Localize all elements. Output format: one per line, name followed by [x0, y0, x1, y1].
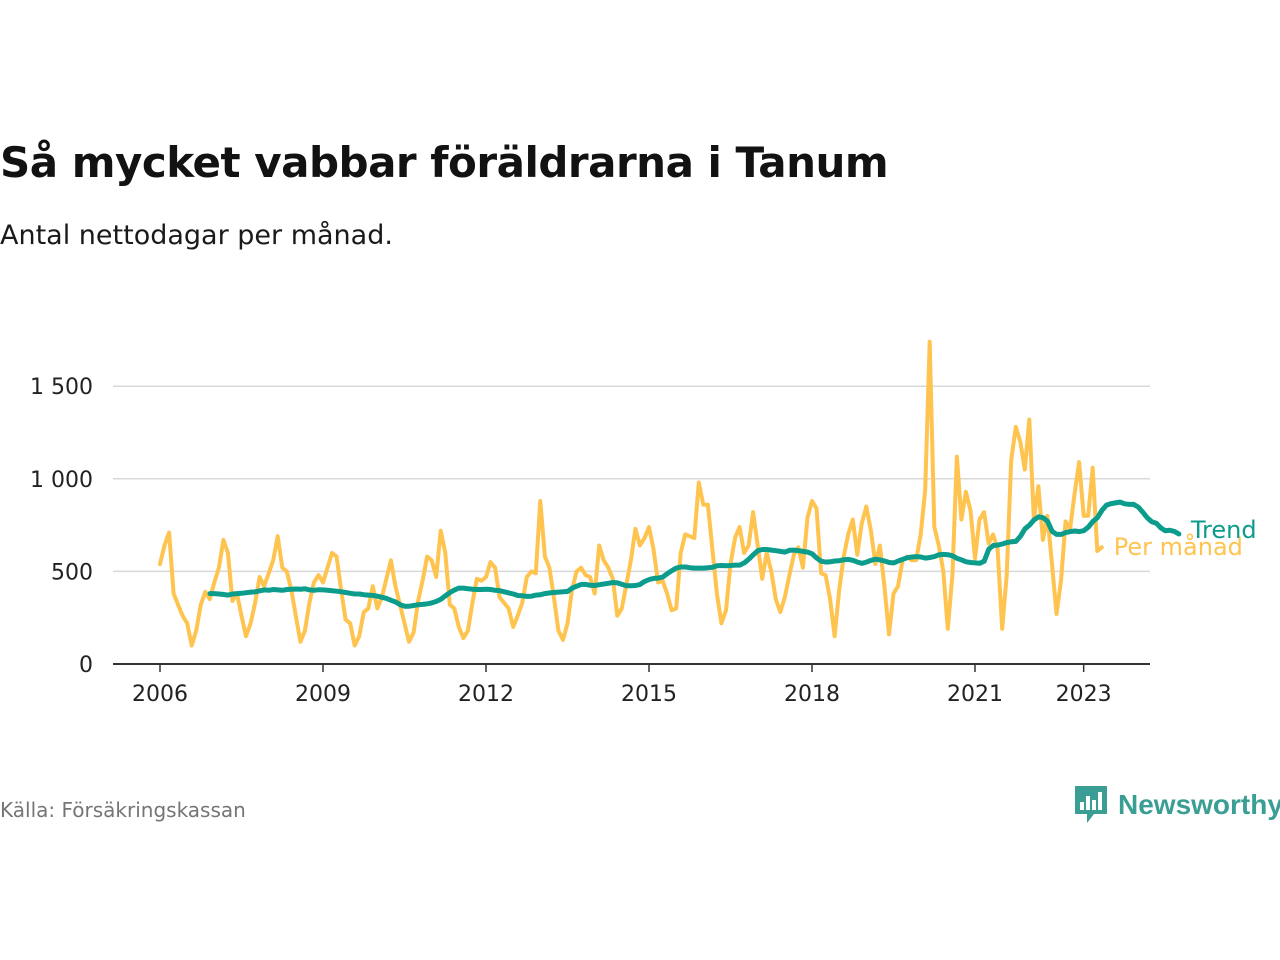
x-tick-label: 2023 [1056, 682, 1112, 707]
series-line-per-månad [158, 339, 1104, 648]
legend-label-per-månad: Per månad [1114, 532, 1243, 561]
chart-subtitle: Antal nettodagar per månad. [0, 220, 393, 251]
series-line-trend [207, 499, 1182, 609]
newsworthy-logo-icon [1075, 786, 1107, 823]
series-lines [158, 339, 1182, 648]
source-note: Källa: Försäkringskassan [0, 798, 246, 822]
y-tick-label: 1 000 [30, 468, 93, 493]
brand-name: Newsworthy [1118, 789, 1280, 820]
y-tick-label: 0 [79, 653, 93, 678]
x-tick-label: 2021 [947, 682, 1003, 707]
x-tick-label: 2015 [621, 682, 677, 707]
gridlines [113, 385, 1150, 665]
x-axis-ticks: 2006 2009 2012 2015 2018 2021 2023 [132, 664, 1112, 707]
y-axis-ticks: 0 500 1 000 1 500 [30, 375, 93, 678]
x-tick-label: 2009 [295, 682, 351, 707]
brand-logo: Newsworthy [1072, 783, 1280, 827]
x-tick-label: 2012 [458, 682, 514, 707]
legend-label-trend: Trend [1190, 516, 1257, 544]
x-tick-label: 2006 [132, 682, 188, 707]
x-tick-label: 2018 [784, 682, 840, 707]
y-tick-label: 500 [51, 560, 93, 585]
y-tick-label: 1 500 [30, 375, 93, 400]
chart-title: Så mycket vabbar föräldrarna i Tanum [0, 138, 889, 187]
